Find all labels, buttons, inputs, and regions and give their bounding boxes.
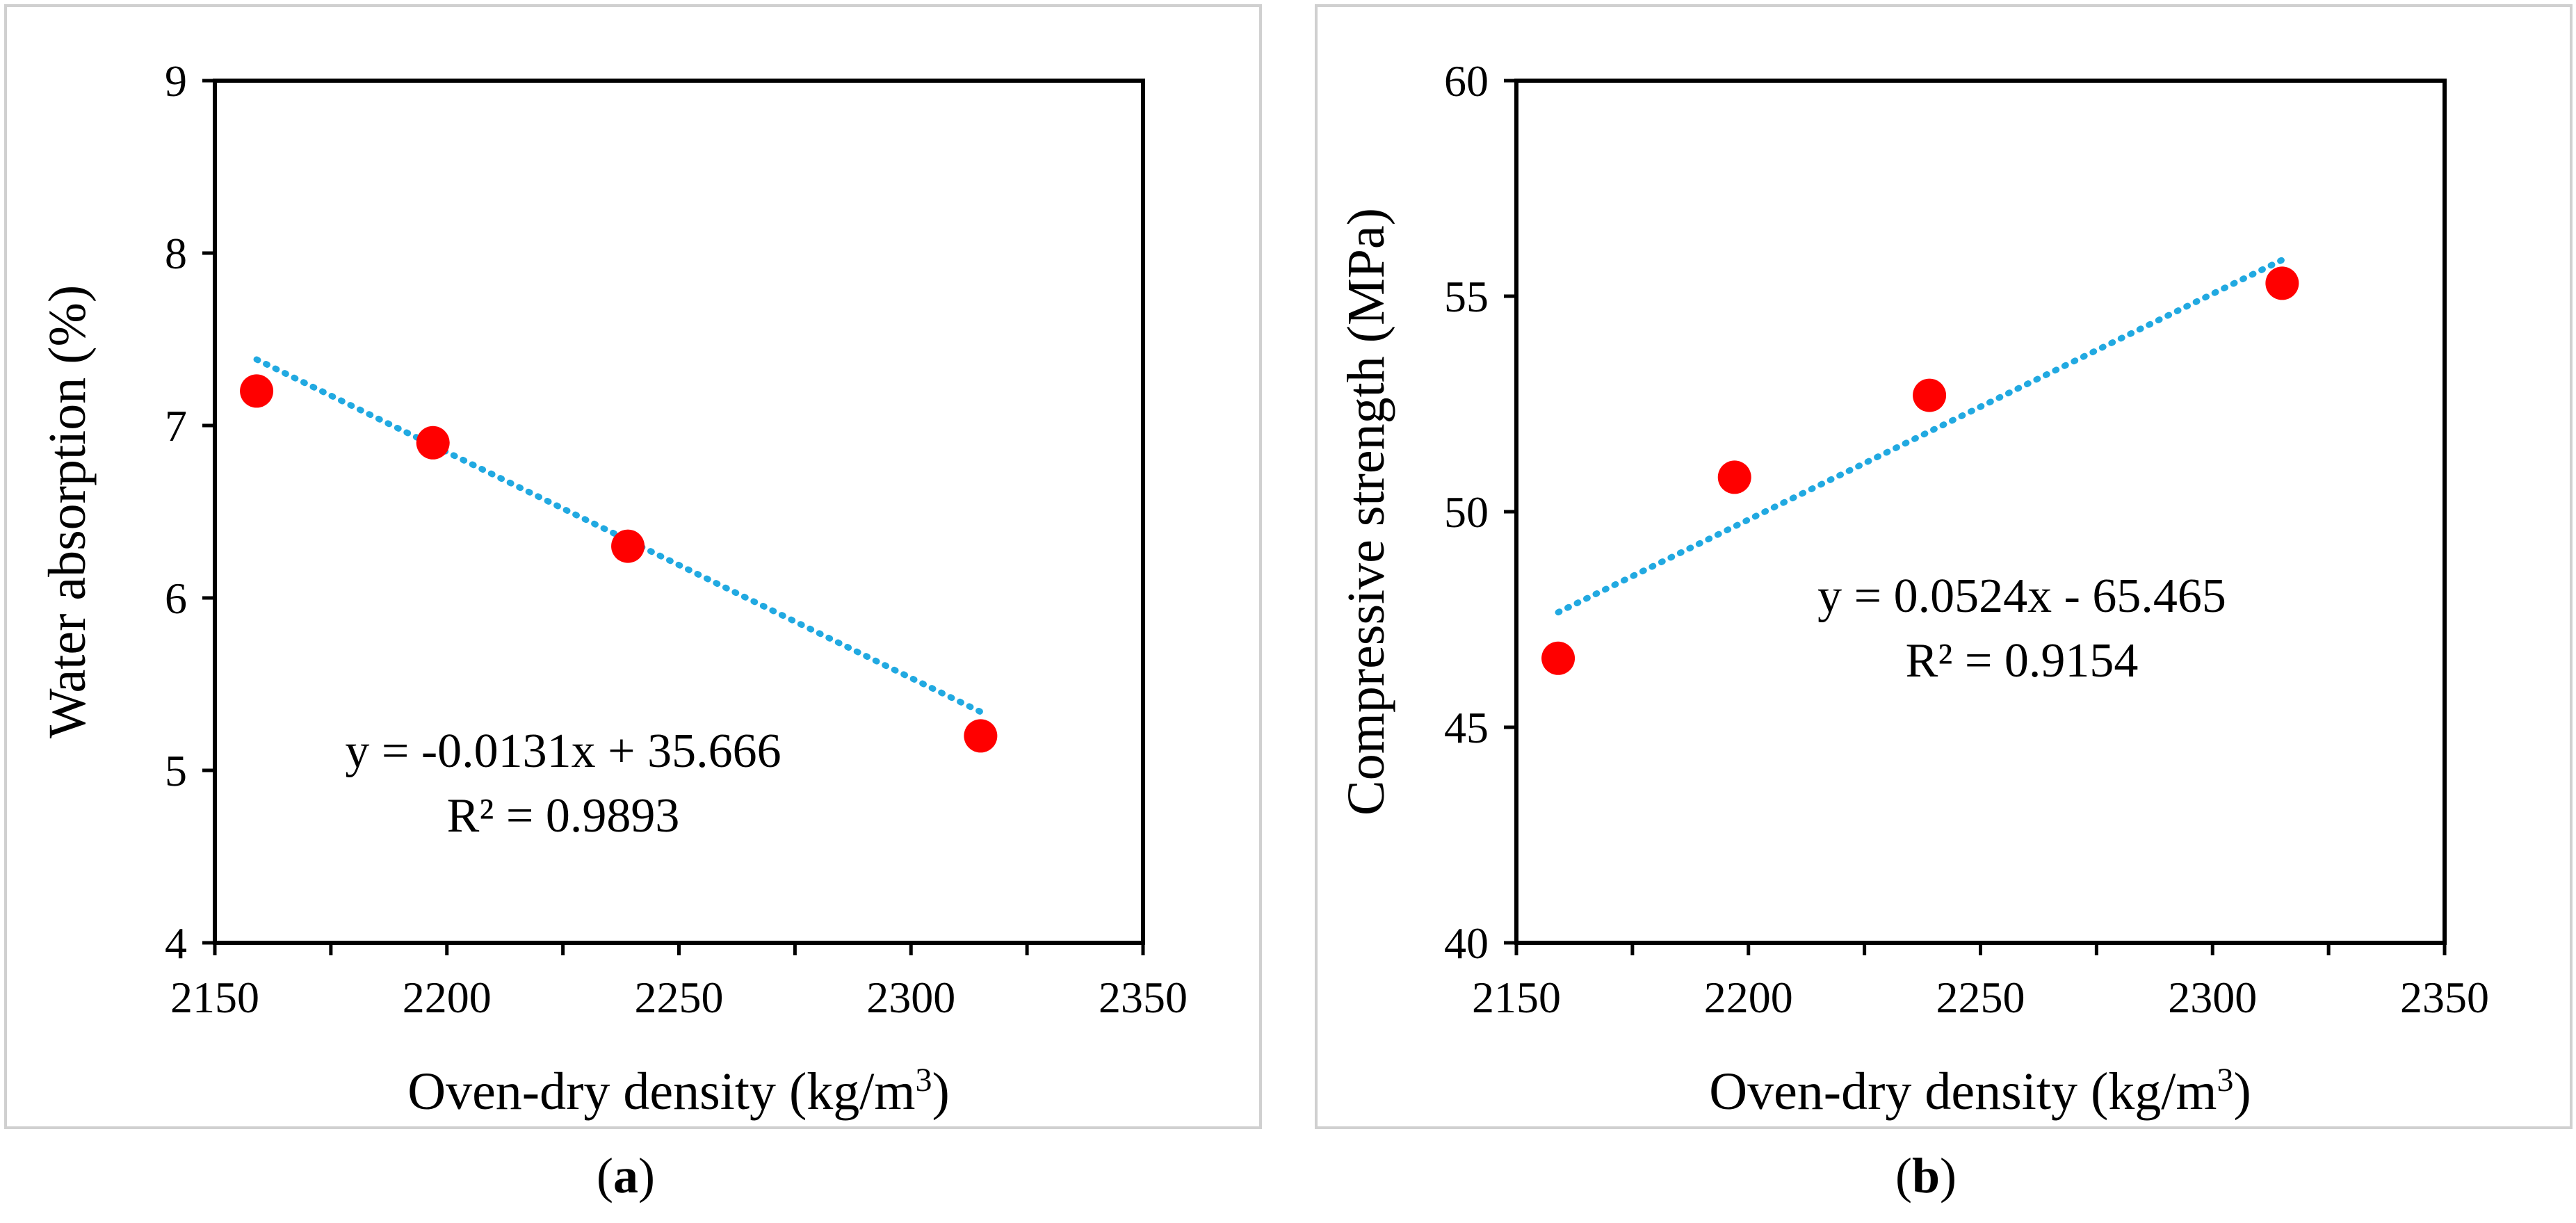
panel-b-r2: R² = 0.9154: [1906, 634, 2139, 688]
panel-b-y-tick-label: 45: [1444, 703, 1489, 752]
panel-b-y-tick-label: 55: [1444, 272, 1489, 321]
panel-a-y-tick-marks: [202, 79, 215, 945]
panel-a-x-tick-label: 2200: [403, 973, 492, 1022]
panel-b-x-tick-label: 2350: [2400, 973, 2489, 1022]
panel-a-trendline: [253, 356, 984, 715]
panel-a-plot-area: [213, 79, 1145, 945]
panel-b-x-tick-label: 2150: [1472, 973, 1561, 1022]
panel-a-r2: R² = 0.9893: [447, 789, 680, 843]
panel-a-x-axis-label: Oven-dry density (kg/m3): [407, 1062, 950, 1121]
panel-a-x-tick-label: 2250: [635, 973, 724, 1022]
panel-a-x-axis-label-main: Oven-dry density (kg/m: [407, 1062, 915, 1121]
panel-b-y-axis-label: Compressive strength (MPa): [1337, 208, 1395, 816]
panel-b-y-tick-label: 60: [1444, 56, 1489, 106]
panel-b-caption-open: (: [1895, 1148, 1912, 1204]
panel-a-y-tick-label: 4: [165, 918, 187, 968]
panel-b-y-tick-label: 40: [1444, 918, 1489, 968]
panel-b-points: [1541, 266, 2299, 675]
panel-b-data-point: [1913, 378, 1947, 412]
panel-a-y-tick-label: 6: [165, 574, 187, 623]
panel-b-x-tick-label: 2300: [2168, 973, 2257, 1022]
panel-a-data-point: [240, 374, 274, 408]
panel-b-x-axis-label: Oven-dry density (kg/m3): [1709, 1062, 2251, 1121]
panel-b-data-point: [1717, 460, 1751, 494]
panel-a-caption-letter: a: [613, 1148, 638, 1204]
panel-b-data-point: [1541, 641, 1575, 675]
panel-a-y-tick-label: 9: [165, 56, 187, 106]
panel-a-y-tick-label: 8: [165, 229, 187, 278]
panel-b-data-point: [2265, 266, 2299, 300]
panel-a-x-tick-label: 2350: [1099, 973, 1188, 1022]
panel-a-y-tick-label: 5: [165, 746, 187, 795]
panel-b-caption-letter: b: [1911, 1148, 1941, 1204]
panel-a-data-point: [416, 426, 450, 460]
panel-a-caption: (a): [487, 1147, 765, 1205]
panel-a-y-axis-label: Water absorption (%): [38, 285, 97, 738]
panel-b: 2150 2200 2250 2300 2350 40 45 50 55 60 y = 0.05…: [1315, 4, 2573, 1129]
panel-a-x-tick-labels: 2150 2200 2250 2300 2350: [170, 973, 1188, 1022]
panel-b-x-axis-label-main: Oven-dry density (kg/m: [1709, 1062, 2217, 1121]
panel-a-y-tick-label: 7: [165, 401, 187, 451]
panel-a-data-point: [964, 719, 998, 753]
panel-b-x-tick-labels: 2150 2200 2250 2300 2350: [1472, 973, 2489, 1022]
panel-b-equation: y = 0.0524x - 65.465: [1817, 569, 2226, 623]
panel-b-y-tick-label: 50: [1444, 487, 1489, 537]
panel-a-data-point: [611, 529, 645, 563]
panel-b-x-axis-label-end: ): [2234, 1062, 2251, 1121]
panel-b-x-tick-marks: [1514, 943, 2447, 955]
panel-b-x-axis-label-sup: 3: [2217, 1062, 2234, 1099]
panel-b-plot-area: [1514, 79, 2447, 945]
panel-b-caption: (b): [1787, 1147, 2065, 1205]
panel-a-x-axis-label-end: ): [932, 1062, 950, 1121]
panel-a-caption-open: (: [597, 1148, 613, 1204]
panel-a-x-axis-label-sup: 3: [916, 1062, 932, 1099]
panel-a-points: [240, 374, 998, 753]
panel-a-x-tick-marks: [213, 943, 1145, 955]
panel-b-y-tick-marks: [1504, 79, 1516, 945]
panel-a-x-tick-label: 2150: [170, 973, 259, 1022]
panel-a-equation: y = -0.0131x + 35.666: [345, 724, 781, 778]
panel-b-x-tick-label: 2250: [1936, 973, 2025, 1022]
panel-a-y-tick-labels: 4 5 6 7 8 9: [165, 56, 187, 968]
panel-b-y-tick-labels: 40 45 50 55 60: [1444, 56, 1489, 968]
panel-b-caption-close: ): [1940, 1148, 1957, 1204]
panel-b-x-tick-label: 2200: [1704, 973, 1793, 1022]
panel-b-trendline: [1555, 257, 2285, 616]
panel-a-x-tick-label: 2300: [866, 973, 955, 1022]
panel-a-caption-close: ): [638, 1148, 655, 1204]
panel-a: 2150 2200 2250 2300 2350 4 5 6 7 8 9 y = -0.0131x…: [4, 4, 1262, 1129]
